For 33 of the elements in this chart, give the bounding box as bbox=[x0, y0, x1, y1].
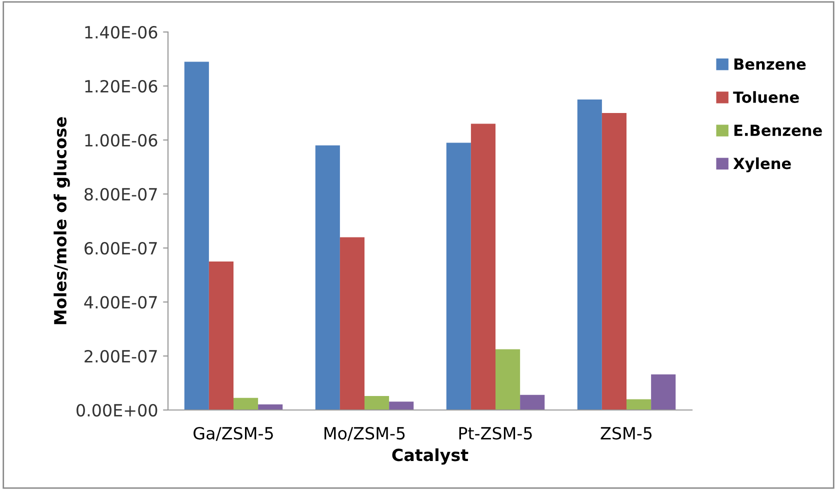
legend-label: Xylene bbox=[733, 157, 791, 172]
bar bbox=[602, 113, 626, 410]
bar bbox=[208, 262, 234, 410]
y-tick-label: 6.00E-07 bbox=[84, 242, 157, 255]
y-tick-label: 1.00E-06 bbox=[85, 134, 158, 147]
bar bbox=[577, 100, 602, 410]
x-tick-label: Ga/ZSM-5 bbox=[194, 426, 273, 441]
bar bbox=[446, 142, 471, 410]
y-tick-label: 4.00E-07 bbox=[84, 296, 157, 309]
bar bbox=[389, 402, 414, 410]
bar bbox=[496, 349, 520, 410]
y-tick-label: 8.00E-07 bbox=[84, 188, 157, 201]
legend-label: Toluene bbox=[733, 91, 799, 103]
y-tick-label: 0.00E+00 bbox=[76, 404, 158, 417]
bar bbox=[364, 396, 390, 410]
bar bbox=[626, 399, 652, 410]
bar bbox=[340, 237, 364, 410]
bar bbox=[315, 145, 340, 410]
x-tick-label: Pt-ZSM-5 bbox=[459, 426, 532, 440]
bar bbox=[520, 394, 545, 410]
y-axis-title: Moles/mole of glucose bbox=[54, 117, 70, 324]
legend-label: Benzene bbox=[734, 58, 806, 70]
x-tick-label: ZSM-5 bbox=[600, 426, 652, 440]
bar bbox=[234, 398, 258, 410]
x-tick-label: Mo/ZSM-5 bbox=[324, 426, 405, 441]
bar bbox=[651, 374, 676, 410]
x-axis-title: Catalyst bbox=[392, 448, 468, 465]
y-tick-label: 1.20E-06 bbox=[85, 80, 158, 93]
legend-label: E.Benzene bbox=[734, 124, 822, 136]
y-tick-label: 2.00E-07 bbox=[84, 350, 157, 363]
bar bbox=[184, 62, 209, 410]
y-tick-label: 1.40E-06 bbox=[85, 26, 158, 39]
bar bbox=[470, 124, 496, 410]
